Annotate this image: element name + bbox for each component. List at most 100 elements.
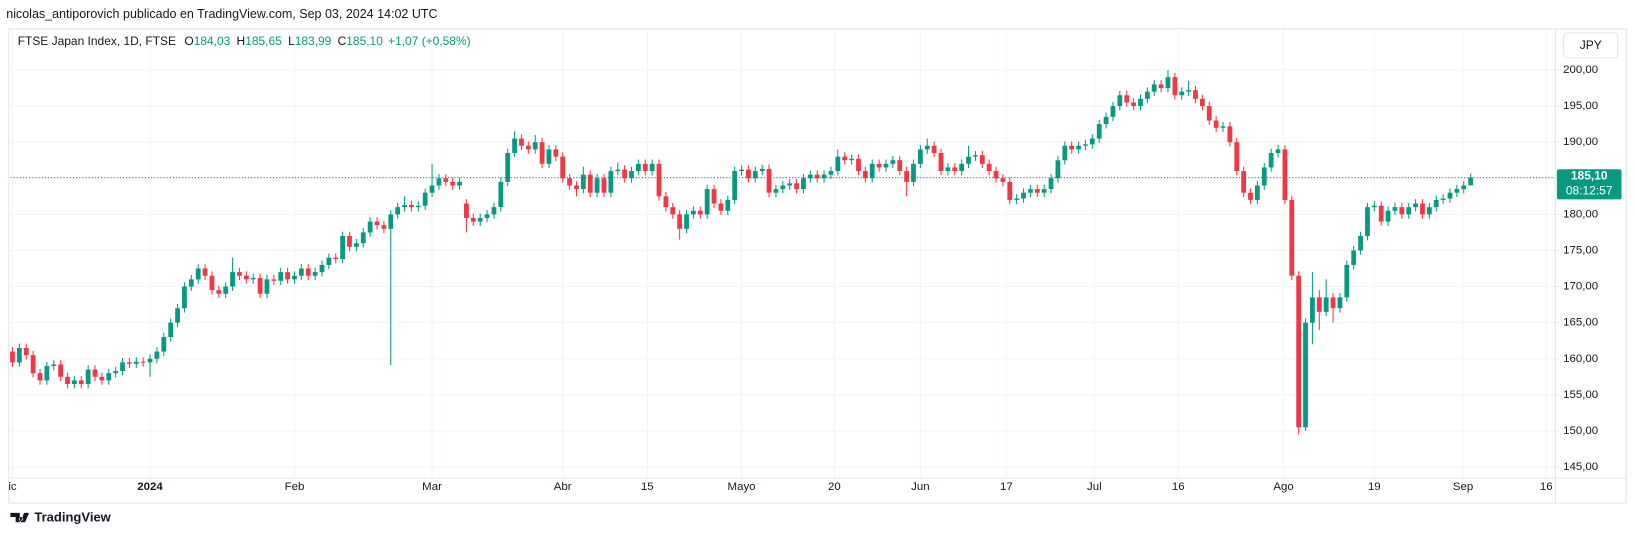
x-tick-label: 20 — [828, 481, 841, 493]
y-tick-label: 150,00 — [1563, 425, 1598, 437]
candle-body — [1089, 138, 1095, 145]
candle-body — [127, 362, 132, 364]
candle-body — [333, 257, 339, 260]
candle-body — [470, 217, 476, 222]
candle-body — [395, 207, 401, 215]
last-price-box — [1556, 169, 1622, 200]
candle-body — [65, 376, 70, 385]
candle-body — [966, 156, 971, 164]
candle-body — [1275, 149, 1281, 154]
candle-body — [1069, 145, 1075, 150]
candle-body — [1206, 106, 1212, 121]
x-tick-label: 15 — [641, 481, 654, 493]
candle-body — [1420, 203, 1425, 215]
candle-body — [1138, 98, 1143, 107]
candle-body — [732, 171, 738, 200]
candle-body — [1062, 145, 1068, 161]
candle-body — [952, 167, 958, 172]
candle-body — [1234, 142, 1240, 172]
candle-body — [807, 174, 813, 179]
x-tick-label: 16 — [1540, 481, 1553, 493]
candle-body — [959, 163, 965, 172]
candle-body — [1103, 116, 1109, 125]
candle-body — [814, 174, 820, 179]
candle-body — [154, 351, 160, 359]
x-tick-label: 17 — [1000, 481, 1013, 493]
candle-body — [409, 204, 414, 208]
legend-key: O — [184, 34, 193, 48]
candle-body — [580, 174, 586, 190]
candle-body — [223, 286, 229, 294]
candle-body — [931, 145, 937, 154]
candle-body — [587, 174, 593, 193]
candle-body — [622, 169, 628, 179]
candle-body — [1461, 185, 1467, 190]
candle-body — [360, 232, 366, 244]
candle-body — [1454, 189, 1460, 193]
candle-body — [574, 185, 579, 190]
y-tick-label: 175,00 — [1563, 244, 1598, 256]
candle-body — [10, 351, 15, 363]
candle-body — [759, 168, 765, 172]
candle-body — [801, 178, 806, 190]
y-tick-label: 195,00 — [1563, 100, 1598, 112]
candle-body — [1199, 98, 1205, 107]
candle-body — [1255, 185, 1260, 200]
candle-body — [1330, 297, 1336, 309]
candle-body — [656, 163, 662, 197]
candle-body — [773, 189, 779, 193]
candle-body — [367, 221, 373, 233]
candle-body — [677, 214, 683, 229]
candle-body — [429, 185, 435, 193]
candle-body — [1378, 205, 1384, 222]
candle-body — [188, 279, 194, 287]
x-tick-label: ic — [8, 481, 17, 493]
currency-button[interactable] — [1563, 32, 1619, 59]
candle-body — [1096, 124, 1102, 139]
candle-body — [415, 205, 421, 208]
x-tick-label: Mar — [422, 481, 442, 493]
chart-frame — [8, 28, 1627, 504]
candle-body — [1344, 264, 1350, 298]
candle-body — [1028, 189, 1033, 193]
candle-body — [849, 158, 854, 161]
candle-body — [856, 158, 861, 172]
candle-body — [1241, 171, 1247, 193]
legend-change: +1,07 (+0,58%) — [388, 34, 471, 48]
candle-body — [979, 155, 985, 164]
candle-body — [1055, 160, 1061, 179]
candle-body — [484, 214, 490, 218]
candle-body — [402, 204, 407, 208]
y-tick-label: 170,00 — [1563, 281, 1598, 293]
candle-body — [1172, 77, 1178, 96]
candle-body — [1021, 192, 1026, 199]
y-tick-label: 155,00 — [1563, 389, 1598, 401]
candle-body — [1220, 126, 1226, 128]
candle-body — [1124, 95, 1130, 103]
candle-body — [635, 163, 641, 172]
x-tick-label: Ago — [1273, 481, 1293, 493]
candle-body — [353, 243, 359, 247]
candle-body — [553, 149, 559, 157]
candle-body — [1406, 207, 1412, 215]
candle-body — [512, 138, 517, 154]
candle-body — [924, 145, 930, 150]
candle-body — [1371, 205, 1377, 208]
candle-body — [237, 272, 242, 276]
candle-body — [993, 171, 999, 179]
candle-body — [1358, 236, 1363, 251]
legend-symbol: FTSE Japan Index, 1D, FTSE — [18, 34, 176, 48]
candle-body — [175, 308, 180, 323]
candles — [10, 69, 1474, 435]
candle-body — [1041, 189, 1047, 193]
candle-body — [787, 183, 793, 186]
legend-value: 185,65 — [245, 34, 282, 48]
candle-body — [917, 149, 923, 164]
candle-body — [1385, 210, 1391, 222]
candle-body — [904, 171, 910, 182]
candle-body — [691, 210, 696, 215]
candle-body — [1426, 207, 1432, 215]
candle-body — [663, 196, 669, 208]
candle-body — [697, 210, 703, 215]
candle-body — [319, 264, 325, 273]
